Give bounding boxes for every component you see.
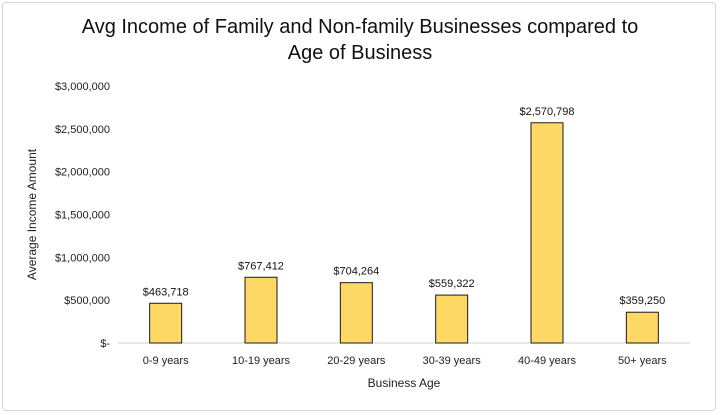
chart-title-line-2: Age of Business [287, 42, 433, 64]
x-tick-label: 40-49 years [518, 355, 577, 367]
bar [339, 282, 373, 344]
y-tick-label: $3,000,000 [55, 81, 110, 93]
bar [435, 294, 469, 344]
y-tick-label: $2,000,000 [55, 167, 110, 179]
data-label: $359,250 [619, 295, 665, 307]
y-tick-label: $500,000 [64, 295, 110, 307]
y-tick-label: $1,500,000 [55, 210, 110, 222]
data-label: $463,718 [143, 286, 189, 298]
y-tick-label: $- [100, 338, 110, 350]
x-tick-label: 20-29 years [327, 355, 386, 367]
y-axis-title: Average Income Amount [25, 148, 39, 280]
data-label: $559,322 [429, 278, 475, 290]
x-axis-title: Business Age [368, 376, 441, 390]
bar [530, 122, 564, 344]
data-label: $704,264 [333, 266, 379, 278]
bar [149, 302, 183, 344]
y-tick-label: $1,000,000 [55, 252, 110, 264]
x-tick-label: 50+ years [618, 355, 667, 367]
data-label: $767,412 [238, 260, 284, 272]
chart-title-line-1: Avg Income of Family and Non-family Busi… [81, 16, 639, 38]
data-label: $2,570,798 [519, 106, 574, 118]
chart-title: Avg Income of Family and Non-family Busi… [0, 14, 720, 66]
bar [625, 311, 659, 344]
x-tick-label: 0-9 years [143, 355, 189, 367]
x-tick-label: 30-39 years [423, 355, 482, 367]
x-tick-label: 10-19 years [232, 355, 291, 367]
bar [244, 276, 278, 344]
y-tick-label: $2,500,000 [55, 124, 110, 136]
